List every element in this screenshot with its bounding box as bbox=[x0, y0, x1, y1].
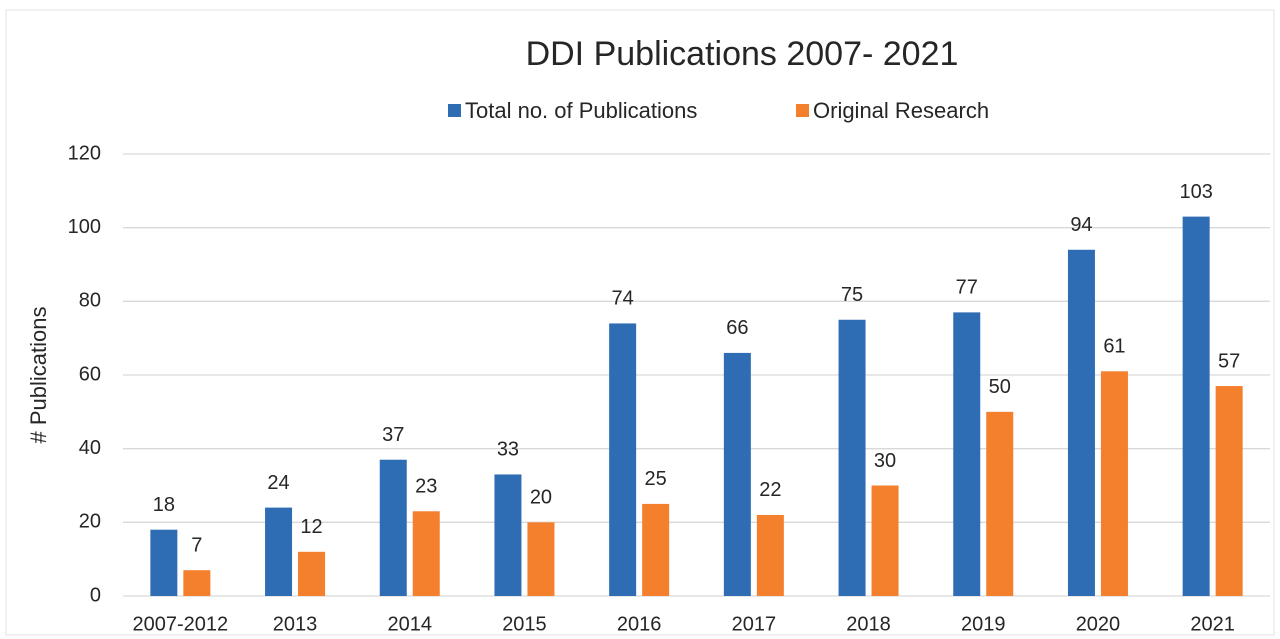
bar bbox=[183, 570, 211, 596]
data-label: 22 bbox=[759, 479, 781, 501]
bar bbox=[412, 511, 440, 596]
bar bbox=[871, 485, 899, 596]
chart-frame bbox=[5, 9, 1275, 636]
x-tick-label: 2017 bbox=[732, 613, 777, 635]
bar bbox=[1067, 249, 1095, 596]
bar bbox=[298, 551, 326, 596]
data-label: 23 bbox=[415, 476, 437, 498]
y-tick-label: 0 bbox=[90, 584, 101, 606]
data-label: 20 bbox=[530, 487, 552, 509]
y-tick-label: 60 bbox=[79, 363, 101, 385]
x-tick-label: 2019 bbox=[961, 613, 1006, 635]
x-tick-label: 2018 bbox=[846, 613, 891, 635]
bar bbox=[756, 514, 784, 596]
bar bbox=[642, 503, 670, 596]
data-label: 66 bbox=[726, 317, 748, 339]
bar bbox=[1215, 386, 1243, 596]
x-tick-label: 2013 bbox=[273, 613, 318, 635]
bar bbox=[838, 319, 866, 596]
bar bbox=[953, 312, 981, 596]
legend-swatch bbox=[796, 104, 809, 117]
bar bbox=[609, 323, 637, 596]
y-tick-label: 80 bbox=[79, 290, 101, 312]
legend-label: Total no. of Publications bbox=[465, 98, 697, 123]
bar bbox=[150, 529, 178, 596]
bar bbox=[1182, 216, 1210, 596]
data-label: 75 bbox=[841, 284, 863, 306]
legend-swatch bbox=[448, 104, 461, 117]
data-label: 12 bbox=[300, 516, 322, 538]
data-label: 7 bbox=[191, 534, 202, 556]
data-label: 61 bbox=[1103, 336, 1125, 358]
data-label: 37 bbox=[382, 424, 404, 446]
x-tick-label: 2014 bbox=[388, 613, 433, 635]
bar bbox=[379, 459, 407, 596]
y-tick-label: 20 bbox=[79, 511, 101, 533]
y-axis-label: # Publications bbox=[26, 307, 51, 444]
data-label: 94 bbox=[1070, 214, 1092, 236]
bar bbox=[723, 352, 751, 596]
y-tick-label: 120 bbox=[68, 142, 101, 164]
x-tick-label: 2021 bbox=[1190, 613, 1235, 635]
data-label: 30 bbox=[874, 450, 896, 472]
data-label: 18 bbox=[153, 494, 175, 516]
x-tick-label: 2020 bbox=[1076, 613, 1121, 635]
bar bbox=[494, 474, 522, 596]
bar bbox=[265, 507, 293, 596]
chart-title: DDI Publications 2007- 2021 bbox=[526, 35, 959, 73]
x-tick-label: 2007-2012 bbox=[133, 613, 229, 635]
data-label: 50 bbox=[989, 376, 1011, 398]
data-label: 33 bbox=[497, 439, 519, 461]
data-label: 77 bbox=[956, 277, 978, 299]
data-label: 103 bbox=[1179, 181, 1212, 203]
bar bbox=[986, 411, 1014, 596]
bar bbox=[527, 522, 555, 596]
y-tick-label: 100 bbox=[68, 216, 101, 238]
x-tick-label: 2015 bbox=[502, 613, 547, 635]
data-label: 57 bbox=[1218, 350, 1240, 372]
legend-label: Original Research bbox=[813, 98, 989, 123]
bar bbox=[1100, 371, 1128, 596]
y-tick-label: 40 bbox=[79, 437, 101, 459]
data-label: 24 bbox=[267, 472, 289, 494]
data-label: 25 bbox=[645, 468, 667, 490]
data-label: 74 bbox=[612, 288, 634, 310]
x-tick-label: 2016 bbox=[617, 613, 662, 635]
